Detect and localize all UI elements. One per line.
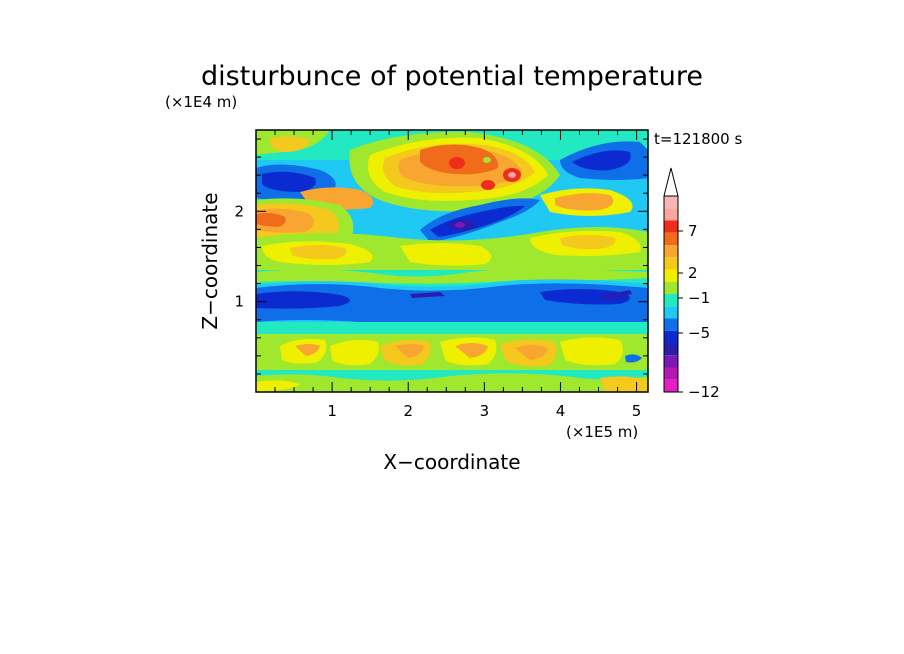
y-tick-label: 2 xyxy=(234,202,244,220)
band-ground-yellow-left xyxy=(256,380,300,392)
band-ground-yellow-right xyxy=(600,376,648,392)
colorbar-swatch xyxy=(664,343,678,356)
low-cell-orange-1 xyxy=(295,344,320,356)
band-z06-cyan xyxy=(256,322,648,336)
colorbar-swatch xyxy=(664,232,678,245)
colorbar-swatch xyxy=(664,379,678,392)
colorbar-label: −5 xyxy=(688,324,710,342)
x-tick-label: 5 xyxy=(632,402,642,420)
band-ground-green xyxy=(256,373,648,392)
plot-frame xyxy=(255,129,649,393)
colorbar-label: 7 xyxy=(688,222,698,240)
colorbar-swatch xyxy=(664,318,678,331)
colorbar-swatch xyxy=(664,330,678,343)
band-z17-gold-left xyxy=(290,245,347,260)
chart-title: disturbunce of potential temperature xyxy=(201,61,703,92)
band-z2-dark-orange xyxy=(256,213,286,227)
low-level-cells xyxy=(280,337,624,367)
band-ground-blue-spot xyxy=(625,354,642,363)
colorbar-swatch xyxy=(664,196,678,209)
cold-cell-purple xyxy=(455,222,465,228)
band-z17-yellow-mid xyxy=(400,243,492,266)
colorbar-frame xyxy=(663,195,679,393)
low-cell-orange-4 xyxy=(515,345,548,360)
blob-navy-left-upper xyxy=(262,171,316,192)
colorbar-swatch xyxy=(664,367,678,380)
colorbar-swatch xyxy=(664,257,678,270)
warm-cell-red-1 xyxy=(449,157,465,169)
x-tick-label: 1 xyxy=(327,402,337,420)
x-axis: 1 2 3 4 5 xyxy=(255,130,642,420)
band-cold-navy-right xyxy=(540,289,630,305)
y-axis-label: Z−coordinate xyxy=(198,192,222,329)
x-axis-label: X−coordinate xyxy=(383,450,520,474)
low-cell-6 xyxy=(560,337,624,366)
blob-top-left-orange xyxy=(269,136,310,152)
low-cell-2 xyxy=(330,339,379,366)
colorbar-swatch xyxy=(664,294,678,307)
colorbar-swatch xyxy=(664,208,678,221)
cells-right-orange xyxy=(555,193,614,211)
x-tick-label: 2 xyxy=(403,402,413,420)
low-cell-orange-2 xyxy=(395,344,424,358)
colorbar-extend-triangle xyxy=(663,167,679,197)
band-cold-streak-2 xyxy=(600,290,632,300)
colorbar-label: −1 xyxy=(688,289,710,307)
colorbar-label: −12 xyxy=(688,383,720,401)
band-cold-streak-1 xyxy=(410,292,445,298)
colorbar-swatch xyxy=(664,306,678,319)
colorbar-swatch xyxy=(664,269,678,282)
heatmap-field xyxy=(256,130,648,392)
low-cell-orange-3 xyxy=(455,343,488,358)
warm-cell-red-3 xyxy=(481,180,495,190)
x-tick-label: 4 xyxy=(556,402,566,420)
blob-navy-right-upper xyxy=(572,150,631,171)
band-cold-navy xyxy=(256,291,350,309)
colorbar-swatch xyxy=(664,355,678,368)
y-tick-label: 1 xyxy=(234,293,244,311)
colorbar-label: 2 xyxy=(688,264,698,282)
x-unit-label: (×1E5 m) xyxy=(566,423,638,441)
warm-cell-green xyxy=(483,157,491,163)
x-tick-label: 3 xyxy=(480,402,490,420)
time-label: t=121800 s xyxy=(654,130,742,148)
y-unit-label: (×1E4 m) xyxy=(165,93,237,111)
cold-tilted-navy xyxy=(430,205,525,237)
colorbar-swatch xyxy=(664,245,678,258)
colorbar-swatch xyxy=(664,220,678,233)
warm-cell-pink xyxy=(508,172,516,178)
colorbar: 7 2 −1 −5 −12 xyxy=(663,167,720,401)
band-z17-gold-right xyxy=(560,235,616,250)
colorbar-swatch xyxy=(664,281,678,294)
y-axis: 12 xyxy=(234,138,648,393)
